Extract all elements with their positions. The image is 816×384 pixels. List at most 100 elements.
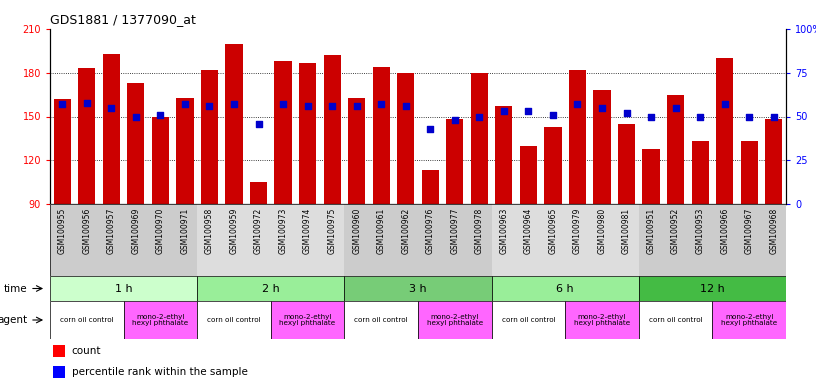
Text: GSM100980: GSM100980 [597,208,606,254]
Bar [123,301,197,339]
Text: GSM100956: GSM100956 [82,208,91,254]
Text: mono-2-ethyl
hexyl phthalate: mono-2-ethyl hexyl phthalate [721,313,778,326]
Point [203,103,216,109]
Text: GSM100955: GSM100955 [58,208,67,254]
Text: GSM100973: GSM100973 [278,208,287,254]
Bar [176,98,193,204]
Point [252,121,265,127]
Text: 2 h: 2 h [262,283,280,293]
Bar [741,141,758,204]
Text: GSM100981: GSM100981 [622,208,631,254]
Bar [422,170,439,204]
Text: corn oil control: corn oil control [502,317,555,323]
Bar [197,276,344,301]
Point [571,101,584,107]
Text: GSM100964: GSM100964 [524,208,533,254]
Bar [225,43,242,204]
Bar [50,276,197,301]
Point [620,110,633,116]
Text: GSM100978: GSM100978 [475,208,484,254]
Point [277,101,290,107]
Bar [324,55,341,204]
Bar [344,301,418,339]
Point [326,103,339,109]
Text: mono-2-ethyl
hexyl phthalate: mono-2-ethyl hexyl phthalate [279,313,335,326]
Point [472,113,486,119]
Text: 12 h: 12 h [700,283,725,293]
Bar [712,301,786,339]
Bar [152,116,169,204]
Text: 3 h: 3 h [409,283,427,293]
Bar [446,119,463,204]
Text: corn oil control: corn oil control [354,317,408,323]
Text: GSM100963: GSM100963 [499,208,508,254]
Point [497,108,510,114]
Bar [127,83,144,204]
Bar [50,301,123,339]
Bar [418,301,491,339]
Bar [642,149,659,204]
Point [669,105,682,111]
Bar [50,204,197,276]
Point [55,101,69,107]
Text: GSM100977: GSM100977 [450,208,459,254]
Text: GSM100966: GSM100966 [721,208,730,254]
Bar [691,141,709,204]
Text: percentile rank within the sample: percentile rank within the sample [72,367,247,377]
Bar [53,366,65,378]
Text: GDS1881 / 1377090_at: GDS1881 / 1377090_at [50,13,196,26]
Text: mono-2-ethyl
hexyl phthalate: mono-2-ethyl hexyl phthalate [574,313,630,326]
Bar [618,124,635,204]
Text: GSM100961: GSM100961 [377,208,386,254]
Text: GSM100952: GSM100952 [671,208,680,254]
Text: GSM100958: GSM100958 [205,208,214,254]
Bar [344,204,491,276]
Text: GSM100970: GSM100970 [156,208,165,254]
Bar [544,127,561,204]
Bar [397,73,415,204]
Bar [250,182,267,204]
Text: GSM100979: GSM100979 [573,208,582,254]
Point [645,113,658,119]
Bar [103,54,120,204]
Point [399,103,412,109]
Text: mono-2-ethyl
hexyl phthalate: mono-2-ethyl hexyl phthalate [427,313,483,326]
Bar [271,301,344,339]
Bar [274,61,291,204]
Bar [53,345,65,358]
Text: GSM100976: GSM100976 [426,208,435,254]
Point [301,103,314,109]
Bar [348,98,366,204]
Text: GSM100967: GSM100967 [745,208,754,254]
Text: GSM100969: GSM100969 [131,208,140,254]
Bar [667,94,684,204]
Bar [495,106,512,204]
Text: GSM100974: GSM100974 [303,208,312,254]
Text: mono-2-ethyl
hexyl phthalate: mono-2-ethyl hexyl phthalate [132,313,188,326]
Text: GSM100972: GSM100972 [254,208,263,254]
Bar [491,301,565,339]
Bar [716,58,734,204]
Text: GSM100957: GSM100957 [107,208,116,254]
Text: agent: agent [0,315,28,325]
Text: GSM100965: GSM100965 [548,208,557,254]
Bar [639,276,786,301]
Point [375,101,388,107]
Point [80,99,93,106]
Bar [344,276,491,301]
Text: 1 h: 1 h [115,283,132,293]
Point [547,112,560,118]
Bar [520,146,537,204]
Point [694,113,707,119]
Point [718,101,731,107]
Text: corn oil control: corn oil control [207,317,261,323]
Text: GSM100960: GSM100960 [353,208,361,254]
Text: GSM100959: GSM100959 [229,208,238,254]
Point [596,105,609,111]
Text: corn oil control: corn oil control [649,317,703,323]
Point [179,101,192,107]
Text: 6 h: 6 h [557,283,574,293]
Bar [78,68,95,204]
Bar [565,301,639,339]
Text: count: count [72,346,101,356]
